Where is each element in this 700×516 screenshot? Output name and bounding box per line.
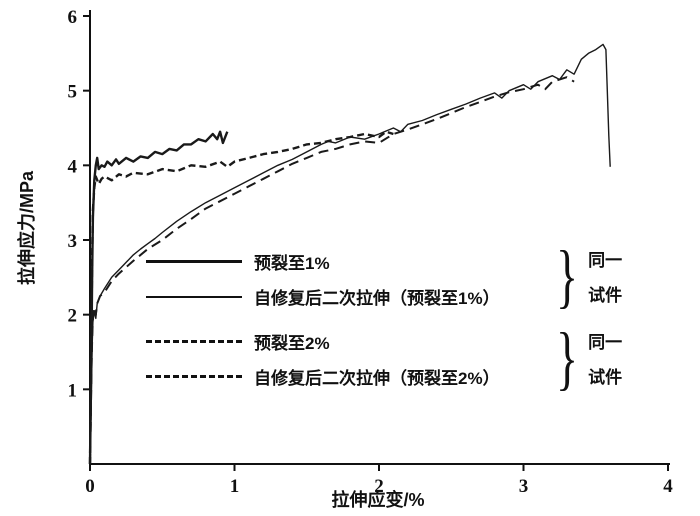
legend-item: 预裂至2% [146, 324, 500, 359]
svg-text:5: 5 [68, 82, 78, 103]
legend-item: 自修复后二次拉伸（预裂至2%） [146, 359, 500, 394]
annotation-group-2: } 同一 试件 [556, 320, 622, 396]
annotation-line: 试件 [588, 286, 623, 305]
dashed-thick-line-icon [146, 340, 242, 343]
annotation-text: 同一 试件 [588, 328, 622, 388]
y-axis-title: 拉伸应力/MPa [17, 170, 37, 286]
solid-thin-line-icon [146, 295, 242, 298]
legend-item: 自修复后二次拉伸（预裂至1%） [146, 279, 500, 314]
legend-item-label: 预裂至2% [254, 334, 330, 353]
svg-text:4: 4 [68, 156, 78, 177]
svg-text:3: 3 [68, 231, 78, 252]
legend-item-label: 自修复后二次拉伸（预裂至1%） [254, 289, 500, 308]
brace-icon: } [556, 235, 579, 315]
annotation-line: 同一 [588, 333, 623, 352]
svg-text:2: 2 [68, 306, 78, 327]
svg-text:3: 3 [519, 476, 529, 497]
svg-text:1: 1 [68, 380, 78, 401]
dashed-thin-line-icon [146, 375, 242, 378]
annotation-line: 试件 [588, 368, 623, 387]
svg-text:6: 6 [68, 7, 78, 28]
legend: 预裂至1% 自修复后二次拉伸（预裂至1%） 预裂至2% 自修复后二次拉伸（预裂至… [146, 244, 500, 394]
legend-item-label: 预裂至1% [254, 254, 330, 273]
legend-item-label: 自修复后二次拉伸（预裂至2%） [254, 369, 500, 388]
brace-icon: } [556, 317, 579, 397]
svg-text:4: 4 [663, 476, 673, 497]
annotation-line: 同一 [588, 251, 623, 270]
svg-text:2: 2 [374, 476, 384, 497]
svg-text:1: 1 [230, 476, 240, 497]
annotation-text: 同一 试件 [588, 246, 622, 306]
solid-thick-line-icon [146, 260, 242, 263]
x-axis-title: 拉伸应变/% [331, 490, 425, 510]
annotation-group-1: } 同一 试件 [556, 238, 622, 314]
legend-item: 预裂至1% [146, 244, 500, 279]
svg-text:0: 0 [85, 476, 95, 497]
